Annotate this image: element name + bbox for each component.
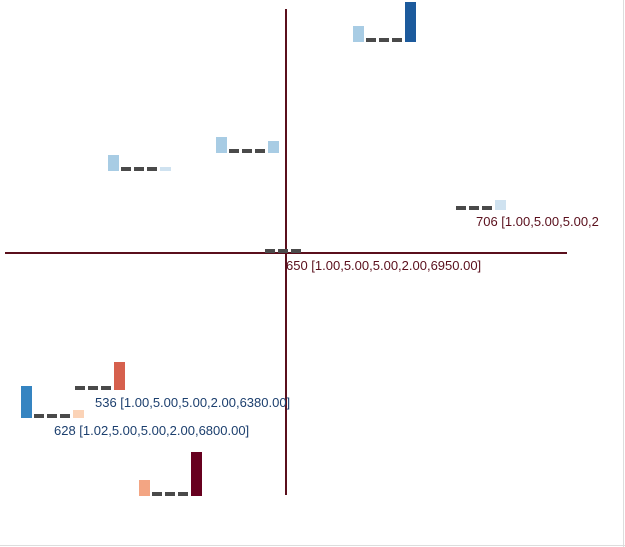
glyph-dash: [165, 492, 175, 496]
glyph-dash: [178, 492, 188, 496]
glyph-label-g7: 536 [1.00,5.00,5.00,2.00,6380.00]: [95, 395, 290, 410]
glyph-dash: [152, 492, 162, 496]
glyph-dash: [482, 206, 492, 210]
glyph-label-g4: 706 [1.00,5.00,5.00,2: [476, 214, 599, 229]
glyph-dash: [456, 206, 466, 210]
glyph-g1: [353, 2, 416, 42]
glyph-dash: [34, 414, 44, 418]
glyph-dash: [121, 167, 131, 171]
glyph-bar-left: [353, 26, 364, 42]
glyph-label-g5: 650 [1.00,5.00,5.00,2.00,6950.00]: [286, 258, 481, 273]
glyph-dash: [379, 38, 389, 42]
glyph-bar-right: [268, 141, 279, 153]
glyph-dash: [242, 149, 252, 153]
glyph-bar-right: [495, 200, 506, 210]
glyph-dash: [88, 386, 98, 390]
glyph-dash: [134, 167, 144, 171]
glyph-dash: [255, 149, 265, 153]
glyph-dash: [278, 249, 288, 253]
glyph-dash: [469, 206, 479, 210]
glyph-dash: [265, 249, 275, 253]
glyph-dash: [366, 38, 376, 42]
glyph-dash: [147, 167, 157, 171]
glyph-g4: [456, 200, 506, 210]
glyph-g8: [139, 452, 202, 496]
glyph-g2: [216, 137, 279, 153]
glyph-bar-right: [114, 362, 125, 390]
glyph-bar-left: [216, 137, 227, 153]
glyph-layer: 706 [1.00,5.00,5.00,2 650 [1.00,5.00,5.00…: [21, 2, 599, 496]
glyph-bar-left: [21, 386, 32, 418]
glyph-bar-right: [73, 410, 84, 418]
glyph-dash: [75, 386, 85, 390]
glyph-bar-right: [191, 452, 202, 496]
glyph-dash: [101, 386, 111, 390]
glyph-dash: [47, 414, 57, 418]
glyph-bar-right: [160, 167, 171, 171]
glyph-g3: [108, 155, 171, 171]
glyph-dash: [291, 249, 301, 253]
glyph-dash: [60, 414, 70, 418]
glyph-label-g6: 628 [1.02,5.00,5.00,2.00,6800.00]: [54, 423, 249, 438]
glyph-g6: [21, 386, 84, 418]
glyph-bar-left: [139, 480, 150, 496]
glyph-g5: [265, 249, 301, 253]
glyph-g7: [75, 362, 125, 390]
glyph-bar-right: [405, 2, 416, 42]
glyph-dash: [229, 149, 239, 153]
glyph-bar-left: [108, 155, 119, 171]
glyph-dash: [392, 38, 402, 42]
